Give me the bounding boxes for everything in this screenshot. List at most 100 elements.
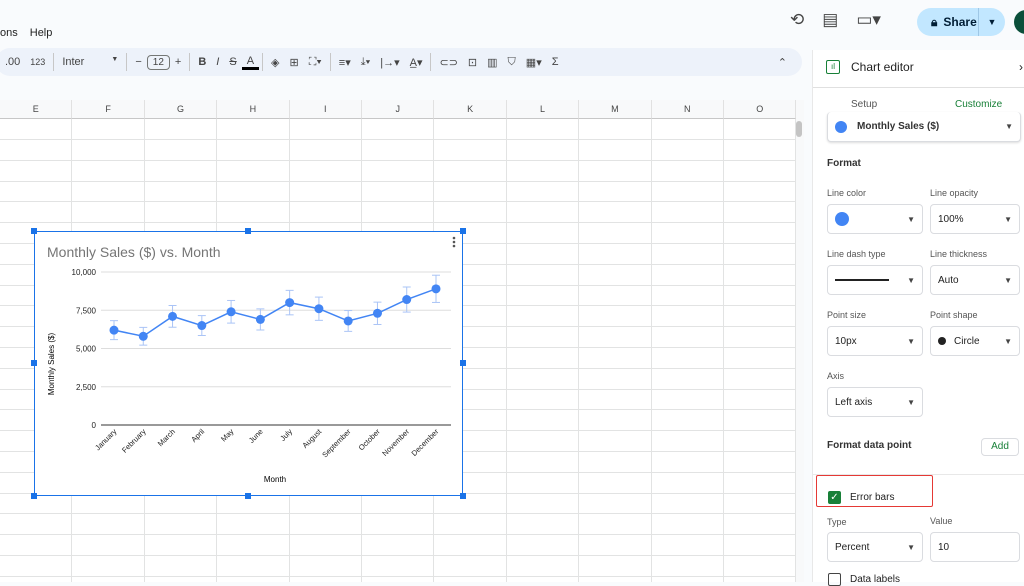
resize-handle[interactable] [245, 228, 251, 234]
solid-line-icon [835, 279, 889, 281]
strikethrough-icon[interactable]: S [229, 56, 237, 68]
divider [329, 53, 331, 71]
column-header-L[interactable]: L [506, 100, 580, 119]
resize-handle[interactable] [31, 493, 37, 499]
rotate-text-icon[interactable]: A̲▾ [409, 56, 423, 69]
font-select[interactable]: Inter ▼ [57, 56, 123, 68]
italic-icon[interactable]: I [216, 56, 220, 68]
insert-comment-icon[interactable]: ⊡ [467, 56, 478, 69]
resize-handle[interactable] [460, 360, 466, 366]
decimal-icon[interactable]: .00 [5, 56, 21, 68]
column-header-G[interactable]: G [144, 100, 218, 119]
collapse-toolbar-icon[interactable]: ⌃ [777, 56, 787, 69]
column-header-E[interactable]: E [0, 100, 73, 119]
resize-handle[interactable] [245, 493, 251, 499]
text-color-icon[interactable]: A [241, 55, 260, 70]
thickness-select[interactable]: Auto ▼ [930, 265, 1020, 295]
series-color-dot [835, 120, 847, 133]
y-tick-label: 5,000 [76, 345, 97, 354]
data-labels-label: Data labels [850, 574, 901, 585]
add-data-point-button[interactable]: Add [981, 438, 1019, 456]
x-axis-label: Month [264, 475, 286, 484]
column-header-M[interactable]: M [579, 100, 652, 119]
filter-icon[interactable]: ⛉ [507, 55, 516, 68]
scrollbar-thumb[interactable] [796, 121, 802, 137]
merge-cells-icon[interactable]: ⛶▾ [308, 55, 322, 68]
insert-chart-icon[interactable]: ▥ [487, 56, 498, 69]
column-header-K[interactable]: K [434, 100, 507, 119]
close-icon[interactable]: › [1019, 60, 1023, 74]
divider [189, 53, 191, 71]
grid-line [0, 180, 796, 182]
value-label: Value [930, 516, 953, 526]
column-header-O[interactable]: O [724, 100, 796, 119]
filter-views-icon[interactable]: ▦▾ [525, 56, 542, 69]
point-size-select[interactable]: 10px ▼ [827, 326, 923, 356]
align-icon[interactable]: ≡▾ [338, 56, 351, 69]
point-shape-select[interactable]: Circle ▼ [930, 326, 1020, 356]
share-button[interactable]: 🔒︎ Share ▼ [917, 8, 1005, 36]
axis-select[interactable]: Left axis ▼ [827, 387, 923, 417]
error-value: 10 [938, 541, 950, 553]
error-value-input[interactable]: 10 [930, 532, 1020, 562]
resize-handle[interactable] [460, 228, 466, 234]
dash-type-select[interactable]: ▼ [827, 265, 923, 295]
chevron-down-icon: ▼ [1004, 214, 1012, 224]
data-point [402, 295, 412, 305]
point-size-value: 10px [835, 335, 857, 347]
resize-handle[interactable] [31, 228, 37, 234]
column-header-N[interactable]: N [651, 100, 724, 119]
x-tick-label: April [189, 427, 206, 444]
font-size-input[interactable]: 12 [146, 54, 170, 70]
video-call-icon[interactable]: ▭▾ [856, 10, 881, 29]
vertical-scrollbar[interactable] [796, 100, 804, 582]
avatar[interactable] [1014, 10, 1024, 34]
chevron-down-icon: ▼ [1005, 122, 1013, 131]
chevron-down-icon: ▼ [907, 542, 915, 552]
functions-icon[interactable]: Σ [551, 56, 559, 68]
point-shape-label: Point shape [930, 310, 978, 320]
wrap-icon[interactable]: |→▾ [380, 56, 400, 69]
history-icon[interactable]: ⟲ [790, 10, 805, 29]
chevron-down-icon: ▼ [907, 397, 915, 407]
x-tick-label: September [320, 427, 353, 460]
line-opacity-select[interactable]: 100% ▼ [930, 204, 1020, 234]
menu-help[interactable]: Help [29, 27, 53, 39]
data-point [138, 331, 148, 341]
x-tick-label: February [120, 427, 148, 455]
series-select[interactable]: Monthly Sales ($) ▼ [827, 112, 1021, 142]
data-point [314, 304, 324, 314]
tab-customize[interactable]: Customize [955, 99, 1003, 110]
share-dropdown-icon[interactable]: ▼ [987, 17, 997, 27]
tab-setup[interactable]: Setup [851, 99, 878, 110]
column-header-H[interactable]: H [217, 100, 290, 119]
menu-extensions[interactable]: ons [0, 27, 18, 39]
line-color-select[interactable]: ▼ [827, 204, 923, 234]
increase-font-icon[interactable]: + [174, 56, 182, 68]
chart-menu-icon[interactable] [452, 236, 456, 248]
borders-icon[interactable]: ⊞ [289, 56, 299, 69]
error-type-select[interactable]: Percent ▼ [827, 532, 923, 562]
data-labels-checkbox[interactable] [828, 573, 841, 586]
resize-handle[interactable] [31, 360, 37, 366]
divider [262, 53, 264, 71]
column-header-I[interactable]: I [289, 100, 362, 119]
decrease-font-icon[interactable]: − [135, 56, 142, 68]
error-bars-checkbox[interactable]: ✓ [828, 491, 841, 504]
grid-line [0, 534, 796, 536]
link-icon[interactable]: ⊂⊃ [439, 56, 458, 69]
data-point [197, 321, 207, 331]
line-opacity-label: Line opacity [930, 188, 979, 198]
valign-icon[interactable]: ⤓▾ [360, 55, 371, 68]
number-format-button[interactable]: 123 [30, 57, 46, 67]
x-tick-label: October [357, 427, 383, 453]
comment-icon[interactable]: ▤ [822, 10, 839, 29]
data-point [226, 307, 236, 317]
resize-handle[interactable] [460, 493, 466, 499]
circle-icon [938, 337, 946, 345]
column-header-J[interactable]: J [362, 100, 435, 119]
fill-color-icon[interactable]: ◈ [271, 56, 280, 69]
bold-icon[interactable]: B [198, 56, 207, 68]
column-header-F[interactable]: F [72, 100, 145, 119]
chart[interactable]: Monthly Sales ($) vs. Month Month Monthl… [31, 228, 466, 499]
